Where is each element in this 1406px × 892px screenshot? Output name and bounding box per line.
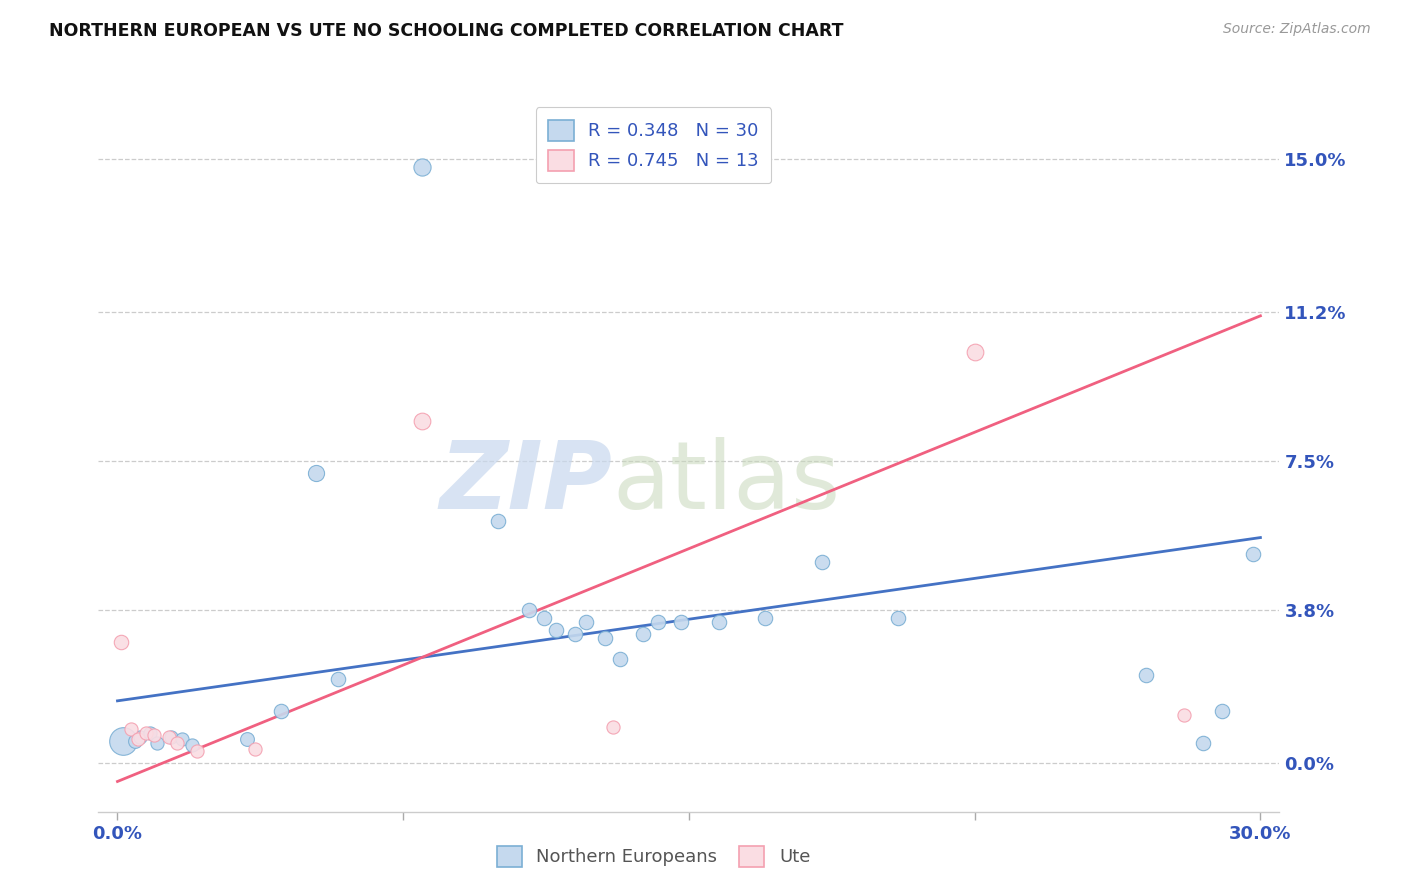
Point bbox=[544, 624, 567, 638]
Point bbox=[180, 738, 202, 752]
Point bbox=[243, 742, 266, 756]
Point bbox=[159, 730, 181, 744]
Point bbox=[166, 736, 188, 750]
Point bbox=[270, 704, 292, 718]
Point bbox=[517, 603, 540, 617]
Point bbox=[236, 732, 259, 747]
Point bbox=[811, 555, 834, 569]
Point bbox=[488, 515, 510, 529]
Point bbox=[411, 414, 433, 428]
Point bbox=[631, 627, 654, 641]
Point bbox=[887, 611, 910, 625]
Point bbox=[146, 736, 169, 750]
Point bbox=[139, 726, 162, 740]
Point bbox=[1241, 547, 1264, 561]
Text: atlas: atlas bbox=[612, 437, 841, 530]
Point bbox=[602, 720, 624, 734]
Point bbox=[1211, 704, 1233, 718]
Point bbox=[533, 611, 555, 625]
Point bbox=[129, 730, 152, 744]
Point bbox=[754, 611, 776, 625]
Point bbox=[593, 632, 616, 646]
Point bbox=[1173, 708, 1195, 723]
Point bbox=[157, 730, 180, 744]
Point bbox=[142, 728, 165, 742]
Point bbox=[609, 651, 631, 665]
Text: Source: ZipAtlas.com: Source: ZipAtlas.com bbox=[1223, 22, 1371, 37]
Point bbox=[172, 732, 194, 747]
Point bbox=[564, 627, 586, 641]
Point bbox=[135, 726, 157, 740]
Point bbox=[963, 345, 986, 359]
Text: ZIP: ZIP bbox=[439, 437, 612, 530]
Point bbox=[186, 744, 208, 758]
Point bbox=[647, 615, 669, 630]
Point bbox=[1192, 736, 1215, 750]
Point bbox=[575, 615, 598, 630]
Point bbox=[112, 734, 135, 748]
Text: NORTHERN EUROPEAN VS UTE NO SCHOOLING COMPLETED CORRELATION CHART: NORTHERN EUROPEAN VS UTE NO SCHOOLING CO… bbox=[49, 22, 844, 40]
Point bbox=[411, 160, 433, 174]
Point bbox=[124, 734, 146, 748]
Point bbox=[110, 635, 132, 649]
Point bbox=[709, 615, 731, 630]
Point bbox=[127, 732, 149, 747]
Point bbox=[1135, 667, 1157, 681]
Point bbox=[671, 615, 693, 630]
Point bbox=[120, 722, 142, 736]
Point bbox=[328, 672, 350, 686]
Legend: Northern Europeans, Ute: Northern Europeans, Ute bbox=[489, 838, 817, 874]
Point bbox=[304, 466, 326, 480]
